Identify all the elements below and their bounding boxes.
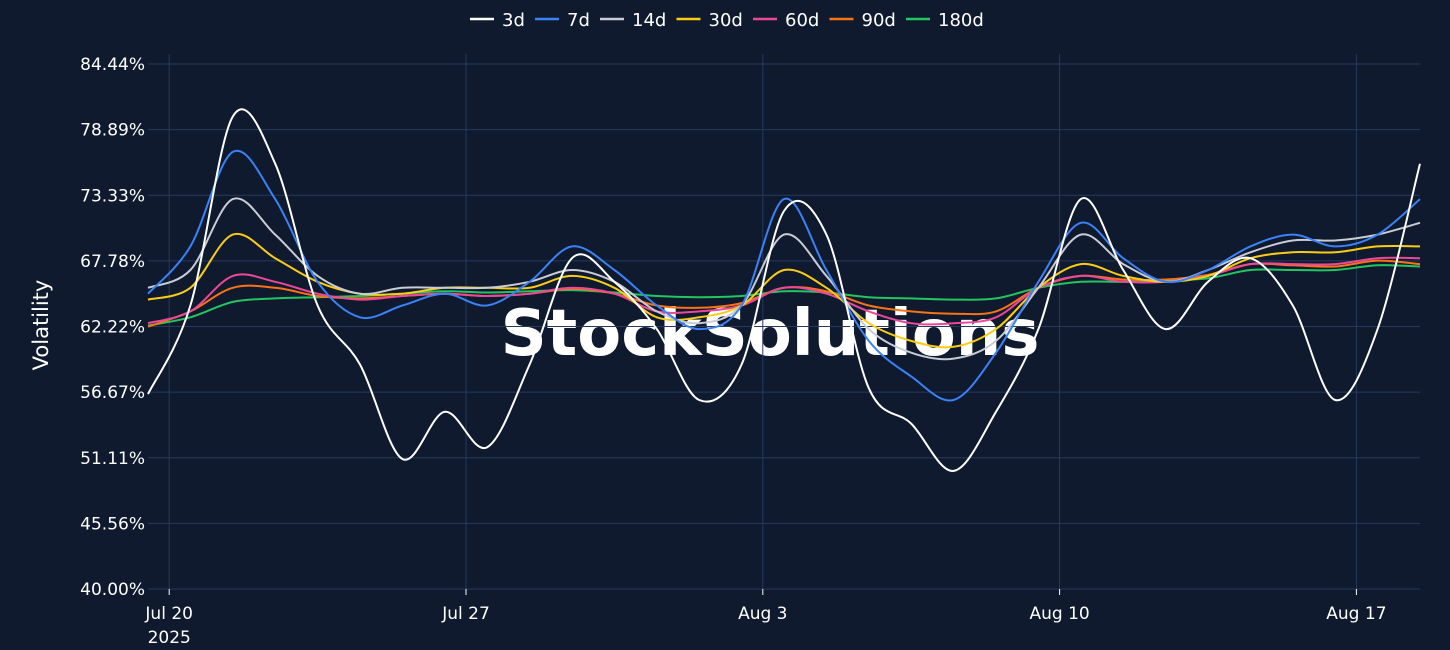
legend-label: 30d — [709, 10, 743, 31]
x-tick-label: Aug 17 — [1326, 604, 1386, 624]
y-tick-label: 67.78% — [80, 252, 145, 272]
x-tick-sublabel: 2025 — [148, 628, 191, 648]
y-tick-label: 62.22% — [80, 318, 145, 338]
x-tick-label: Jul 20 — [144, 604, 193, 624]
legend-label: 3d — [502, 10, 525, 31]
y-axis-title: Volatility — [29, 280, 53, 371]
legend-item-90d[interactable]: 90d — [829, 10, 896, 31]
x-tick-label: Aug 3 — [738, 604, 787, 624]
legend[interactable]: 3d 7d 14d 30d 60d 90d 180d — [470, 10, 984, 31]
legend-label: 90d — [862, 10, 896, 31]
series-line-180d — [147, 264, 1421, 327]
series-line-3d — [147, 108, 1421, 472]
x-tick-label: Aug 10 — [1029, 604, 1089, 624]
watermark-text: StockSolutions — [501, 297, 1040, 371]
series-line-7d — [147, 149, 1421, 402]
series-lines — [147, 108, 1421, 472]
y-tick-label: 45.56% — [80, 514, 145, 534]
x-axis: Jul 20 2025 Jul 27 Aug 3 Aug 10 Aug 17 — [144, 589, 1387, 648]
legend-label: 7d — [567, 10, 590, 31]
legend-item-7d[interactable]: 7d — [535, 10, 590, 31]
y-tick-label: 78.89% — [80, 121, 145, 141]
legend-item-30d[interactable]: 30d — [676, 10, 743, 31]
y-axis: 84.44% 78.89% 73.33% 67.78% 62.22% 56.67% 51.1… — [80, 55, 145, 600]
legend-label: 14d — [632, 10, 666, 31]
legend-item-180d[interactable]: 180d — [906, 10, 984, 31]
y-tick-label: 56.67% — [80, 383, 145, 403]
y-tick-label: 40.00% — [80, 580, 145, 600]
legend-label: 180d — [938, 10, 984, 31]
grid — [148, 54, 1420, 590]
legend-label: 60d — [785, 10, 819, 31]
y-tick-label: 73.33% — [80, 186, 145, 206]
legend-item-14d[interactable]: 14d — [600, 10, 666, 31]
x-tick-label: Jul 27 — [441, 604, 490, 624]
legend-item-60d[interactable]: 60d — [753, 10, 819, 31]
y-tick-label: 84.44% — [80, 55, 145, 75]
legend-item-3d[interactable]: 3d — [470, 10, 525, 31]
y-tick-label: 51.11% — [80, 449, 145, 469]
